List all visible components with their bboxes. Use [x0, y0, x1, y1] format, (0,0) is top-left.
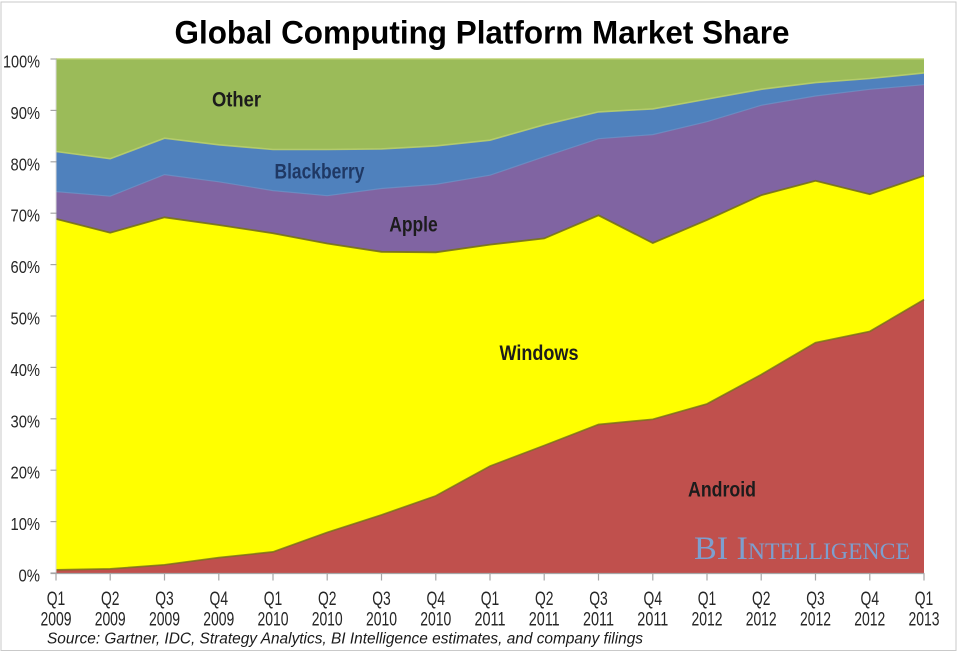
- svg-text:0%: 0%: [19, 566, 41, 586]
- svg-text:Q2: Q2: [535, 589, 554, 610]
- svg-text:Apple: Apple: [389, 213, 438, 236]
- svg-text:Global Computing Platform Mark: Global Computing Platform Market Share: [175, 15, 790, 51]
- svg-text:Q2: Q2: [752, 589, 771, 610]
- svg-text:2011: 2011: [583, 610, 614, 631]
- svg-text:70%: 70%: [11, 206, 41, 226]
- svg-text:Android: Android: [688, 479, 756, 502]
- svg-text:Q4: Q4: [427, 589, 446, 610]
- svg-text:Q2: Q2: [318, 589, 337, 610]
- svg-text:2010: 2010: [312, 610, 343, 631]
- svg-text:60%: 60%: [11, 257, 41, 277]
- svg-text:Q1: Q1: [915, 589, 934, 610]
- svg-text:2011: 2011: [529, 610, 560, 631]
- svg-text:Blackberry: Blackberry: [275, 161, 365, 184]
- svg-text:2012: 2012: [800, 610, 831, 631]
- svg-text:Q3: Q3: [589, 589, 608, 610]
- svg-text:90%: 90%: [11, 103, 41, 123]
- svg-text:50%: 50%: [11, 309, 41, 329]
- svg-text:40%: 40%: [11, 360, 41, 380]
- svg-text:2011: 2011: [637, 610, 668, 631]
- svg-text:Windows: Windows: [500, 342, 579, 365]
- svg-text:2009: 2009: [149, 610, 180, 631]
- svg-text:2012: 2012: [854, 610, 885, 631]
- svg-text:Q1: Q1: [698, 589, 717, 610]
- svg-text:2010: 2010: [258, 610, 289, 631]
- svg-text:2010: 2010: [366, 610, 397, 631]
- svg-text:2010: 2010: [420, 610, 451, 631]
- svg-text:2013: 2013: [909, 610, 940, 631]
- svg-text:30%: 30%: [11, 411, 41, 431]
- svg-text:Q4: Q4: [644, 589, 663, 610]
- svg-text:2009: 2009: [95, 610, 126, 631]
- svg-text:2009: 2009: [41, 610, 72, 631]
- svg-text:2012: 2012: [746, 610, 777, 631]
- svg-text:Q1: Q1: [481, 589, 500, 610]
- svg-text:80%: 80%: [11, 154, 41, 174]
- svg-text:2009: 2009: [203, 610, 234, 631]
- svg-text:BI Intelligence: BI Intelligence: [694, 531, 910, 567]
- svg-text:Q1: Q1: [47, 589, 66, 610]
- svg-text:Q3: Q3: [155, 589, 174, 610]
- svg-text:Other: Other: [212, 89, 261, 112]
- svg-text:2011: 2011: [475, 610, 506, 631]
- svg-text:100%: 100%: [3, 52, 40, 72]
- svg-text:Q4: Q4: [861, 589, 880, 610]
- svg-text:Q1: Q1: [264, 589, 283, 610]
- svg-text:10%: 10%: [11, 514, 41, 534]
- svg-text:Q3: Q3: [806, 589, 825, 610]
- svg-text:Q4: Q4: [210, 589, 229, 610]
- svg-text:Source: Gartner, IDC, Strategy: Source: Gartner, IDC, Strategy Analytics…: [47, 631, 643, 648]
- svg-text:2012: 2012: [692, 610, 723, 631]
- svg-text:Q3: Q3: [372, 589, 391, 610]
- svg-text:20%: 20%: [11, 463, 41, 483]
- svg-text:Q2: Q2: [101, 589, 120, 610]
